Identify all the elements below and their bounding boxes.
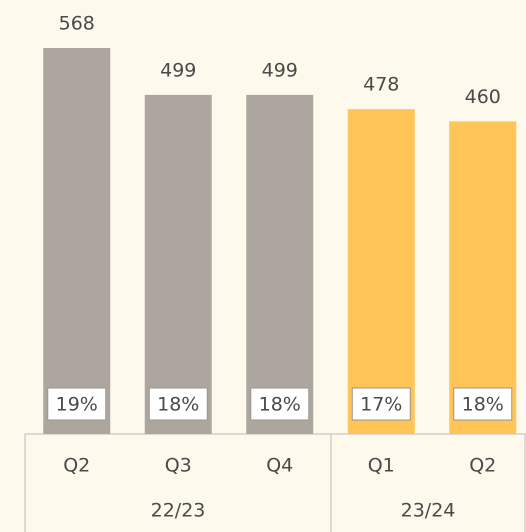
group-label: 22/23 (151, 500, 206, 522)
x-tick-label: Q2 (469, 455, 496, 477)
bar (144, 94, 212, 435)
bar (246, 94, 314, 435)
x-tick-label: Q3 (165, 455, 192, 477)
value-label: 478 (363, 74, 399, 96)
share-box (453, 387, 513, 421)
value-label: 568 (59, 13, 95, 35)
share-box (351, 387, 411, 421)
share-box (148, 387, 208, 421)
share-label: 19% (56, 394, 98, 416)
group-label: 23/24 (401, 500, 456, 522)
value-label: 460 (465, 86, 501, 108)
share-box (47, 387, 107, 421)
bar (43, 48, 111, 434)
x-tick-label: Q2 (63, 455, 90, 477)
x-tick-label: Q1 (368, 455, 395, 477)
share-label: 18% (157, 394, 199, 416)
share-label: 18% (462, 394, 504, 416)
share-label: 17% (360, 394, 402, 416)
share-box (250, 387, 310, 421)
value-label: 499 (160, 59, 196, 81)
share-label: 18% (259, 394, 301, 416)
bar (449, 121, 517, 435)
x-tick-label: Q4 (266, 455, 293, 477)
bar (347, 109, 415, 434)
value-label: 499 (262, 59, 298, 81)
